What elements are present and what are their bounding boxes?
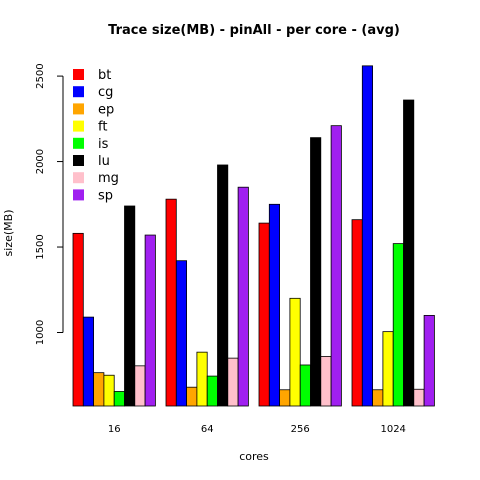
legend-swatch-ft xyxy=(73,120,84,132)
y-tick-label-1500: 1500 xyxy=(35,234,46,259)
bar-ft-256 xyxy=(289,297,301,407)
bar-ft-16 xyxy=(103,374,115,407)
chart-title: Trace size(MB) - pinAll - per core - (av… xyxy=(108,23,400,38)
bar-mg-16 xyxy=(134,365,146,407)
legend-label-sp: sp xyxy=(98,188,113,203)
bar-bt-256 xyxy=(258,222,270,407)
legend-swatch-cg xyxy=(73,86,84,98)
bar-lu-16 xyxy=(124,205,136,407)
y-axis-label: size(MB) xyxy=(2,210,15,257)
y-tick-label-2000: 2000 xyxy=(35,149,46,174)
bar-is-64 xyxy=(206,375,218,407)
legend-swatch-sp xyxy=(73,189,84,201)
bar-lu-64 xyxy=(217,164,229,407)
legend-swatch-lu xyxy=(73,155,84,166)
bar-bt-64 xyxy=(165,198,177,407)
bar-bt-16 xyxy=(72,232,84,407)
bar-is-1024 xyxy=(392,243,404,407)
x-tick-label-256: 256 xyxy=(291,424,310,435)
legend-swatch-bt xyxy=(73,69,84,80)
legend-label-mg: mg xyxy=(98,171,119,186)
x-axis-label: cores xyxy=(239,450,269,463)
bar-lu-256 xyxy=(310,137,322,407)
legend-label-bt: bt xyxy=(98,68,111,83)
bar-ep-16 xyxy=(93,372,105,407)
bar-cg-256 xyxy=(268,203,280,407)
x-tick-label-16: 16 xyxy=(108,424,121,435)
bar-cg-16 xyxy=(82,316,95,407)
legend-swatch-is xyxy=(73,137,84,149)
bar-is-256 xyxy=(299,364,311,407)
bar-lu-1024 xyxy=(403,99,415,407)
x-tick-label-1024: 1024 xyxy=(380,424,405,435)
bar-ep-64 xyxy=(186,386,198,407)
bar-ep-1024 xyxy=(372,389,384,407)
legend-label-ep: ep xyxy=(98,102,114,117)
bar-sp-64 xyxy=(237,186,249,407)
legend-label-cg: cg xyxy=(98,85,113,100)
bar-cg-1024 xyxy=(361,65,373,407)
y-tick-label-1000: 1000 xyxy=(35,320,46,345)
bar-ft-1024 xyxy=(382,331,394,407)
legend-label-ft: ft xyxy=(98,120,107,135)
x-tick-labels: 16 64 256 1024 xyxy=(108,424,406,435)
bar-mg-1024 xyxy=(413,388,425,407)
legend-swatch-ep xyxy=(73,103,84,115)
bar-ep-256 xyxy=(279,389,291,407)
legend-label-lu: lu xyxy=(98,154,110,169)
bar-cg-64 xyxy=(175,260,188,407)
x-tick-label-64: 64 xyxy=(201,424,214,435)
bar-is-16 xyxy=(113,391,125,407)
legend-label-is: is xyxy=(98,137,109,152)
bar-sp-1024 xyxy=(423,314,435,407)
y-axis: 1000 1500 2000 2500 xyxy=(35,63,64,345)
bars-layer xyxy=(72,65,435,407)
bar-mg-64 xyxy=(227,357,239,407)
bar-sp-16 xyxy=(144,234,156,407)
legend-swatch-mg xyxy=(73,172,84,184)
bar-ft-64 xyxy=(196,351,208,407)
bar-bt-1024 xyxy=(351,219,363,407)
bar-mg-256 xyxy=(320,356,332,407)
y-tick-label-2500: 2500 xyxy=(35,63,46,88)
legend: bt cg ep ft is lu mg sp xyxy=(73,68,119,203)
bar-sp-256 xyxy=(330,125,342,407)
